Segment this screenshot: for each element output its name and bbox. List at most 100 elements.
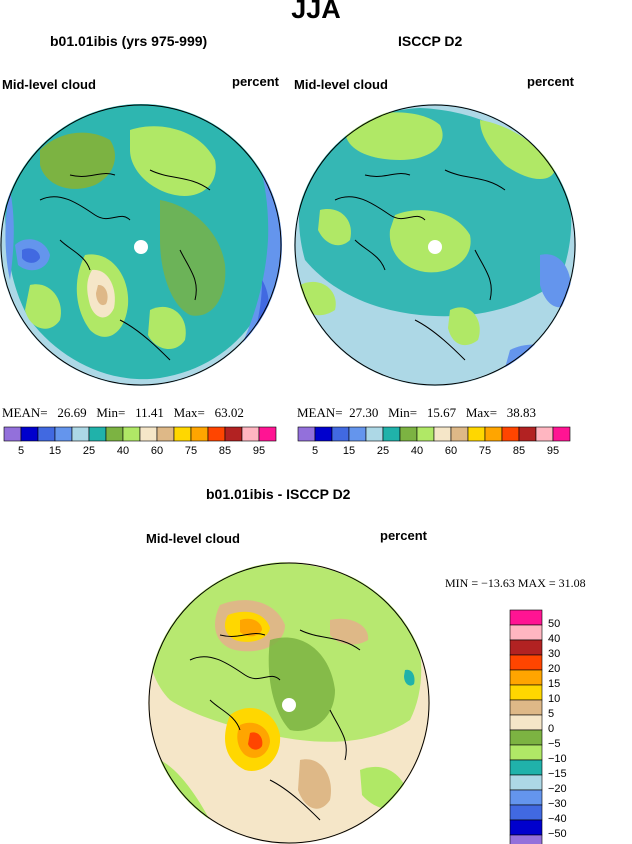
colorbar-tick-label: −40 (548, 813, 567, 825)
difference-cloud-map (148, 562, 430, 844)
panel1-variable-label: Mid-level cloud (2, 77, 96, 92)
panel2-min-label: Min= (388, 405, 418, 420)
panel3-units-label: percent (380, 528, 427, 543)
colorbar-tick-label: 95 (252, 445, 266, 457)
colorbar-swatch (348, 426, 367, 442)
panel2-title: ISCCP D2 (398, 33, 463, 49)
colorbar-tick-label: 60 (444, 445, 458, 457)
panel1-mean-value: 26.69 (57, 405, 87, 420)
colorbar-tick-label: 40 (410, 445, 424, 457)
colorbar-tick-label: 25 (376, 445, 390, 457)
colorbar-swatch (88, 426, 107, 442)
panel2-units-label: percent (527, 74, 574, 89)
colorbar-swatch (509, 729, 543, 746)
colorbar-swatch (509, 699, 543, 716)
colorbar-swatch (509, 714, 543, 731)
panel2-mean-value: 27.30 (349, 405, 379, 420)
colorbar-difference (509, 609, 543, 844)
colorbar-tick-label: −5 (548, 738, 561, 750)
colorbar-swatch (71, 426, 90, 442)
colorbar-swatch (509, 819, 543, 836)
colorbar-tick-label: 60 (150, 445, 164, 457)
colorbar-tick-label: 40 (548, 633, 561, 645)
colorbar-tick-label: −50 (548, 828, 567, 840)
colorbar-tick-label: 25 (82, 445, 96, 457)
colorbar-tick-label: −15 (548, 768, 567, 780)
colorbar-tick-label: 95 (546, 445, 560, 457)
colorbar-swatch (54, 426, 73, 442)
colorbar-swatch (509, 609, 543, 626)
colorbar-swatch (416, 426, 435, 442)
colorbar-swatch (156, 426, 175, 442)
panel3-variable-label: Mid-level cloud (146, 531, 240, 546)
colorbar-tick-label: 0 (548, 723, 555, 735)
colorbar-swatch (382, 426, 401, 442)
colorbar-swatch (509, 789, 543, 806)
colorbar-swatch (3, 426, 22, 442)
colorbar-swatch (509, 624, 543, 641)
colorbar-tick-label: 5 (548, 708, 555, 720)
colorbar-tick-label: −20 (548, 783, 567, 795)
colorbar-tick-label: 15 (342, 445, 356, 457)
colorbar-observed (297, 426, 571, 442)
colorbar-swatch (297, 426, 316, 442)
colorbar-swatch (433, 426, 452, 442)
colorbar-swatch (509, 834, 543, 844)
colorbar-swatch (365, 426, 384, 442)
colorbar-swatch (224, 426, 243, 442)
panel3-title: b01.01ibis - ISCCP D2 (206, 486, 351, 502)
panel1-units-label: percent (232, 74, 279, 89)
colorbar-tick-label: −30 (548, 798, 567, 810)
panel1-stats: MEAN= 26.69 Min= 11.41 Max= 63.02 (2, 405, 244, 421)
colorbar-swatch (139, 426, 158, 442)
colorbar-swatch (258, 426, 277, 442)
colorbar-swatch (509, 804, 543, 821)
colorbar-swatch (331, 426, 350, 442)
panel2-min-value: 15.67 (426, 405, 457, 420)
colorbar-tick-label: 15 (48, 445, 62, 457)
colorbar-tick-label: 10 (548, 693, 561, 705)
model-cloud-map (0, 104, 282, 386)
panel2-max-value: 38.83 (506, 405, 537, 420)
colorbar-swatch (105, 426, 124, 442)
colorbar-swatch (509, 759, 543, 776)
colorbar-swatch (484, 426, 503, 442)
panel3-stats: MIN = −13.63 MAX = 31.08 (445, 576, 586, 590)
colorbar-swatch (20, 426, 39, 442)
panel2-variable-label: Mid-level cloud (294, 77, 388, 92)
colorbar-tick-label: −10 (548, 753, 567, 765)
colorbar-tick-label: 85 (512, 445, 526, 457)
panel1-min-label: Min= (96, 405, 126, 420)
panel2-max-label: Max= (465, 405, 498, 420)
colorbar-swatch (314, 426, 333, 442)
panel1-mean-label: MEAN= (2, 405, 48, 420)
colorbar-swatch (190, 426, 209, 442)
panel2-stats: MEAN= 27.30 Min= 15.67 Max= 38.83 (297, 405, 536, 421)
colorbar-swatch (207, 426, 226, 442)
colorbar-tick-label: 5 (311, 445, 319, 457)
colorbar-swatch (450, 426, 469, 442)
colorbar-swatch (509, 669, 543, 686)
colorbar-swatch (501, 426, 520, 442)
colorbar-tick-label: 40 (116, 445, 130, 457)
colorbar-swatch (509, 744, 543, 761)
colorbar-swatch (241, 426, 260, 442)
colorbar-tick-label: 85 (218, 445, 232, 457)
colorbar-tick-label: 30 (548, 648, 561, 660)
colorbar-model (3, 426, 277, 442)
panel1-title: b01.01ibis (yrs 975-999) (50, 33, 208, 49)
colorbar-swatch (509, 654, 543, 671)
colorbar-swatch (509, 639, 543, 656)
panel2-mean-label: MEAN= (297, 405, 343, 420)
colorbar-tick-label: 20 (548, 663, 561, 675)
panel1-max-value: 63.02 (214, 405, 244, 420)
colorbar-tick-label: 75 (184, 445, 198, 457)
colorbar-swatch (37, 426, 56, 442)
colorbar-tick-label: 50 (548, 618, 561, 630)
colorbar-tick-label: 5 (17, 445, 25, 457)
colorbar-swatch (509, 774, 543, 791)
colorbar-tick-label: 15 (548, 678, 561, 690)
colorbar-swatch (518, 426, 537, 442)
colorbar-swatch (122, 426, 141, 442)
